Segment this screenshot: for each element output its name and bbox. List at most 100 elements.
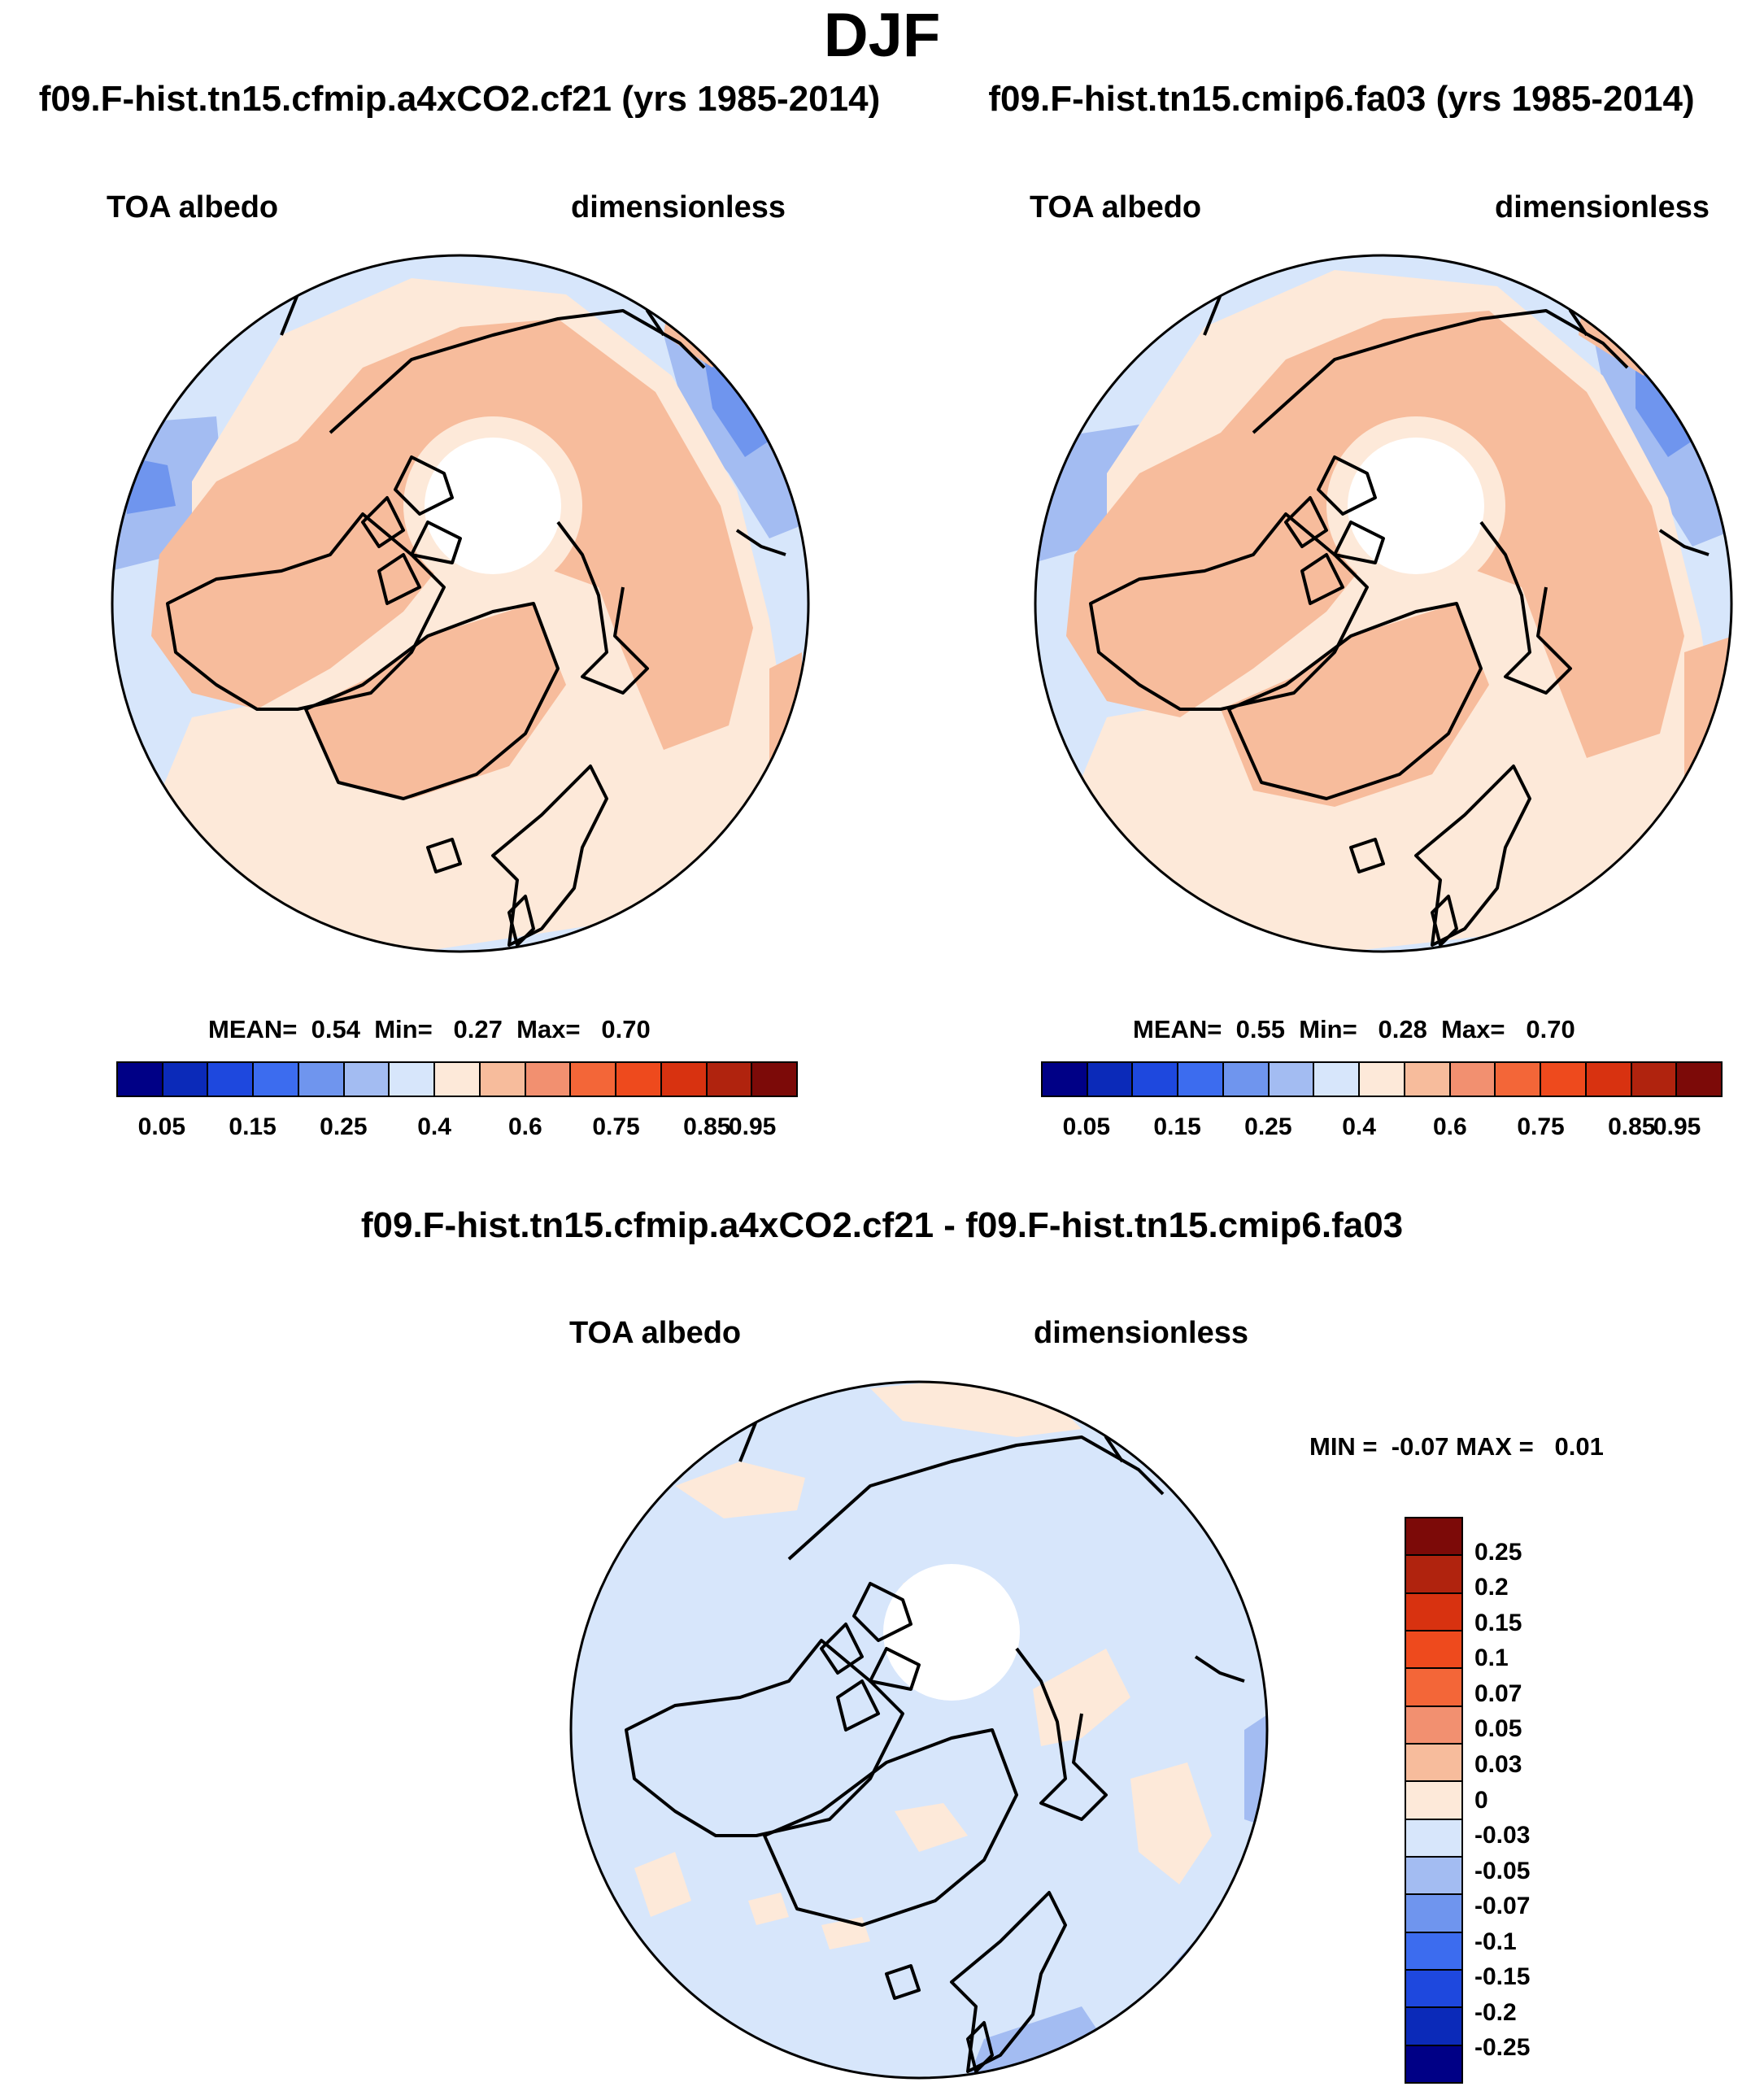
panel2-variable-label: TOA albedo [1030, 190, 1202, 224]
colorbar-box [298, 1063, 345, 1096]
colorbar-box [1043, 1063, 1088, 1096]
colorbar-tick-label: -0.03 [1474, 1822, 1531, 1849]
panel2-colorbar [1041, 1061, 1723, 1097]
colorbar-box [616, 1063, 662, 1096]
colorbar-box [1406, 1631, 1461, 1670]
positive-diff-region [675, 1462, 805, 1518]
colorbar-box [752, 1063, 797, 1096]
colorbar-box [435, 1063, 481, 1096]
colorbar-box [1406, 1593, 1461, 1631]
colorbar-box [1314, 1063, 1361, 1096]
colorbar-tick-label: 0.15 [1153, 1113, 1201, 1140]
panel2-title: f09.F-hist.tn15.cmip6.fa03 (yrs 1985-201… [988, 79, 1695, 119]
colorbar-tick-label: -0.15 [1474, 1963, 1531, 1991]
colorbar-tick-label: 0.15 [1474, 1609, 1522, 1636]
panel2-units-label: dimensionless [1495, 190, 1710, 224]
positive-diff-region [1130, 1762, 1212, 1884]
map-background [571, 1382, 1267, 2078]
colorbar-box [1406, 2045, 1461, 2082]
colorbar-box [1450, 1063, 1496, 1096]
colorbar-box [1406, 1706, 1461, 1745]
high-albedo-region [306, 603, 566, 799]
colorbar-tick-label: 0.07 [1474, 1679, 1522, 1707]
colorbar-tick-label: 0.75 [1517, 1113, 1565, 1140]
colorbar-box [1406, 1556, 1461, 1594]
colorbar-box [390, 1063, 436, 1096]
colorbar-tick-label: 0.25 [1474, 1538, 1522, 1566]
colorbar-box [707, 1063, 753, 1096]
colorbar-box [1360, 1063, 1405, 1096]
colorbar-tick-label: 0.6 [1432, 1113, 1467, 1140]
positive-diff-region [634, 1852, 691, 1917]
coastlines [625, 1395, 1245, 2073]
colorbar-tick-label: 0.03 [1474, 1750, 1522, 1778]
colorbar-box [1586, 1063, 1632, 1096]
panel1-polar-map [111, 254, 810, 953]
pole-hole [425, 438, 561, 574]
colorbar-box [1406, 1819, 1461, 1858]
colorbar-box [1406, 1669, 1461, 1707]
colorbar-tick-label: 0.2 [1474, 1574, 1509, 1601]
colorbar-tick-label: 0.85 [683, 1113, 731, 1140]
colorbar-box [525, 1063, 572, 1096]
colorbar-tick-label: 0.05 [1474, 1715, 1522, 1743]
colorbar-box [1541, 1063, 1587, 1096]
positive-diff-region [748, 1893, 789, 1925]
panel1-colorbar [116, 1061, 798, 1097]
colorbar-box [1223, 1063, 1270, 1096]
colorbar-box [1406, 1744, 1461, 1783]
colorbar-box [1087, 1063, 1134, 1096]
colorbar-box [1406, 1857, 1461, 1896]
panel1-stats: MEAN= 0.54 Min= 0.27 Max= 0.70 [208, 1015, 651, 1043]
colorbar-tick-label: -0.1 [1474, 1928, 1517, 1955]
map-border [1034, 254, 1733, 953]
colorbar-tick-label: 0.15 [229, 1113, 277, 1140]
colorbar-box [344, 1063, 390, 1096]
colorbar-box [1405, 1063, 1451, 1096]
colorbar-box [1178, 1063, 1224, 1096]
diff-panel-title: f09.F-hist.tn15.cfmip.a4xCO2.cf21 - f09.… [360, 1205, 1404, 1245]
colorbar-tick-label: 0.4 [1342, 1113, 1376, 1140]
panel2-stats: MEAN= 0.55 Min= 0.28 Max= 0.70 [1133, 1015, 1575, 1043]
colorbar-box [1406, 1970, 1461, 2009]
colorbar-tick-label: 0.95 [728, 1113, 777, 1140]
colorbar-box [1631, 1063, 1678, 1096]
diff-colorbar [1405, 1517, 1463, 2084]
diff-panel-units-label: dimensionless [1034, 1316, 1248, 1350]
low-albedo-region [1636, 359, 1692, 457]
figure-title: DJF [823, 1, 941, 70]
colorbar-box [1133, 1063, 1179, 1096]
colorbar-tick-label: 0.25 [1244, 1113, 1292, 1140]
colorbar-box [1406, 1895, 1461, 1933]
panel1-units-label: dimensionless [571, 190, 786, 224]
positive-diff-region [895, 1803, 968, 1852]
panel1-title: f09.F-hist.tn15.cfmip.a4xCO2.cf21 (yrs 1… [38, 79, 881, 119]
colorbar-tick-label: 0.95 [1653, 1113, 1701, 1140]
colorbar-box [1269, 1063, 1315, 1096]
colorbar-box [480, 1063, 526, 1096]
colorbar-box [1406, 1518, 1461, 1557]
colorbar-tick-label: 0.6 [507, 1113, 542, 1140]
colorbar-tick-label: -0.2 [1474, 1998, 1517, 2026]
colorbar-box [1677, 1063, 1722, 1096]
colorbar-tick-label: 0.4 [417, 1113, 451, 1140]
colorbar-box [163, 1063, 209, 1096]
colorbar-box [1406, 2008, 1461, 2046]
coastlines [166, 268, 786, 947]
negative-diff-region [1228, 1917, 1267, 1998]
diff-panel-variable-label: TOA albedo [569, 1316, 742, 1350]
colorbar-tick-label: 0 [1474, 1786, 1488, 1814]
colorbar-box [208, 1063, 255, 1096]
map-border [111, 254, 810, 953]
map-border [569, 1380, 1269, 2080]
colorbar-box [1406, 1782, 1461, 1820]
colorbar-tick-label: 0.05 [137, 1113, 186, 1140]
colorbar-tick-label: 0.1 [1474, 1644, 1509, 1672]
diff-panel-stats: MIN = -0.07 MAX = 0.01 [1309, 1432, 1604, 1461]
pole-hole [1348, 438, 1484, 574]
pole-hole [883, 1564, 1020, 1701]
diff-polar-map [569, 1380, 1269, 2080]
colorbar-tick-label: 0.75 [592, 1113, 640, 1140]
low-albedo-region [704, 359, 769, 457]
coastlines [1089, 268, 1710, 947]
